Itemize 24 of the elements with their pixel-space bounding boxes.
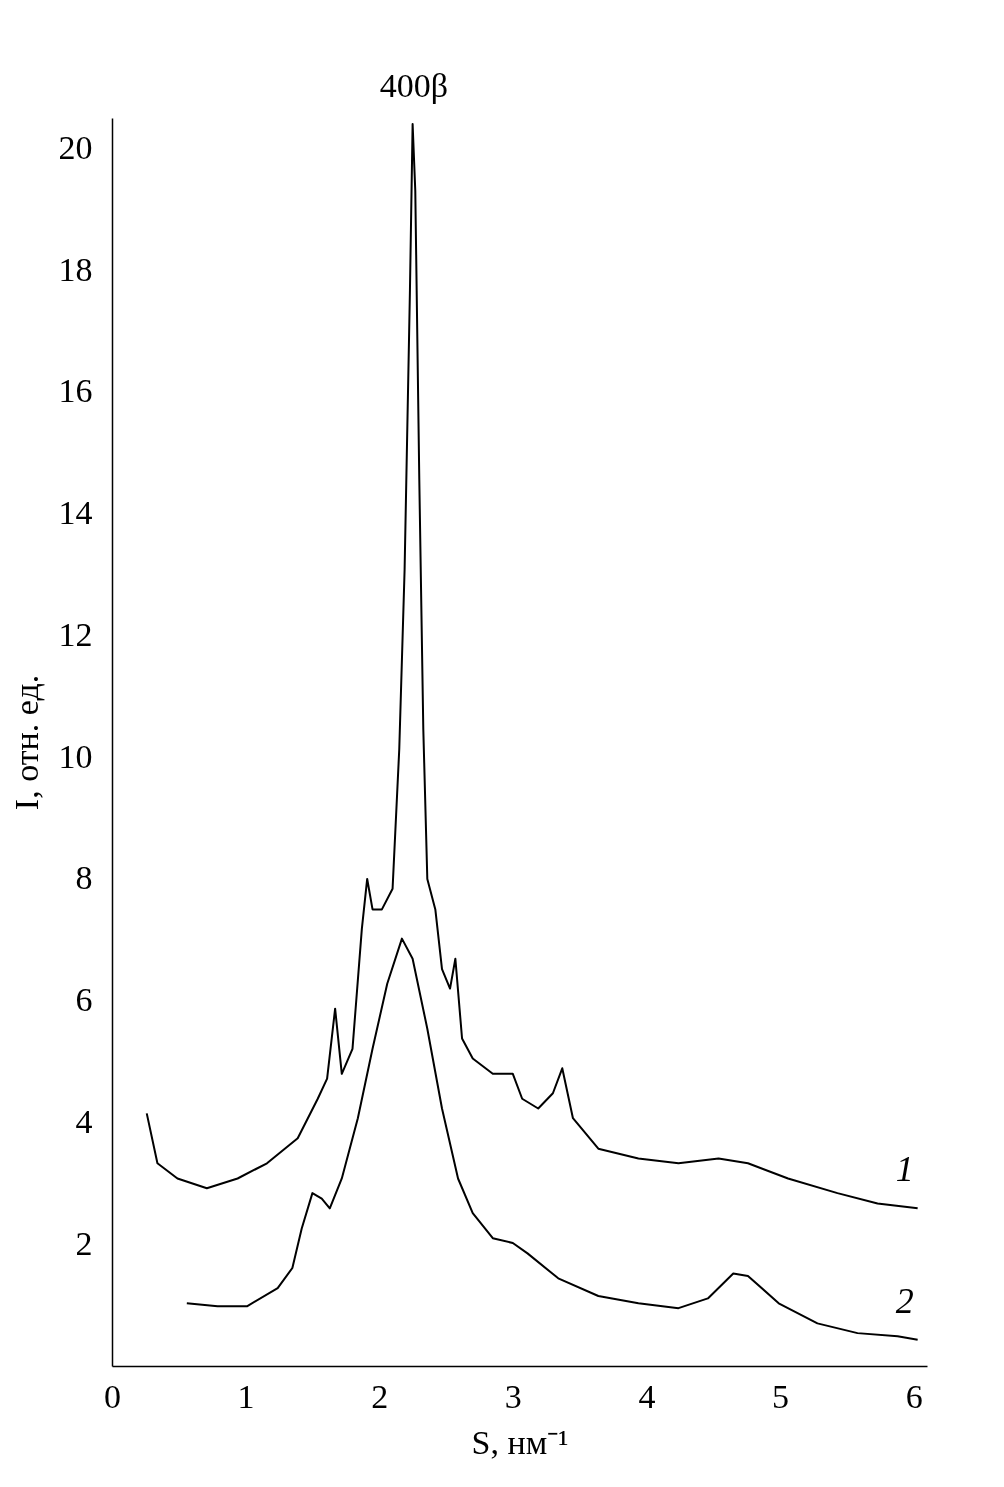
x-axis-title: S, нм⁻¹	[471, 1423, 569, 1461]
line-series	[185, 937, 919, 1341]
x-tick-label: 3	[504, 1377, 522, 1415]
y-tick-label: 20	[58, 128, 93, 166]
y-tick-label: 2	[75, 1224, 93, 1262]
x-tick-label: 5	[772, 1377, 790, 1415]
y-tick-label: 18	[58, 250, 93, 288]
y-tick-label: 14	[58, 494, 93, 532]
x-tick-label: 0	[104, 1377, 121, 1415]
y-tick-label: 8	[75, 859, 93, 897]
series-label: 2	[895, 1280, 914, 1321]
y-tick-label: 4	[75, 1102, 93, 1140]
series-label: 1	[895, 1149, 914, 1190]
y-tick-label: 12	[58, 615, 93, 653]
y-axis-title: I, отн. ед.	[7, 674, 45, 811]
line-series	[145, 123, 919, 1210]
x-tick-label: 2	[371, 1377, 389, 1415]
y-tick-label: 16	[58, 372, 93, 410]
text: 400β	[379, 67, 449, 104]
y-tick-label: 6	[75, 981, 93, 1019]
x-tick-label: 4	[638, 1377, 656, 1415]
x-tick-label: 6	[905, 1377, 923, 1415]
y-tick-label: 10	[58, 737, 93, 775]
x-tick-label: 1	[237, 1377, 255, 1415]
